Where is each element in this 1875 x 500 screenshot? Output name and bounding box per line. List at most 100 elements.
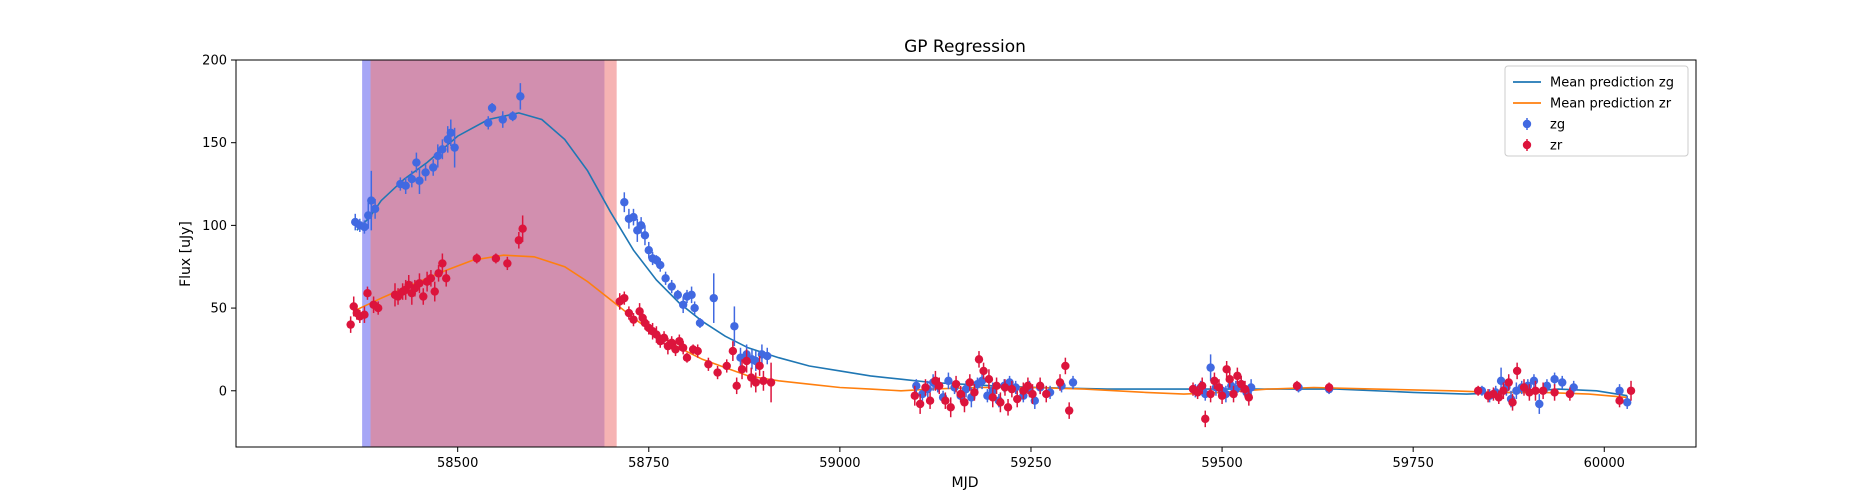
marker [415, 176, 424, 185]
point-zr-15 [415, 273, 424, 294]
point-zr-93 [1197, 377, 1207, 395]
marker [766, 378, 776, 387]
marker [1061, 361, 1070, 371]
marker [1217, 391, 1227, 400]
marker [1013, 394, 1022, 404]
marker [915, 399, 925, 409]
point-zg-41 [709, 273, 718, 323]
point-zr-50 [722, 359, 731, 373]
x-axis-label: MJD [952, 475, 979, 491]
marker [1615, 386, 1624, 395]
point-zg-36 [678, 296, 688, 314]
point-zr-65 [935, 377, 944, 395]
marker [1512, 366, 1522, 376]
marker [629, 212, 638, 222]
marker [1064, 406, 1074, 415]
marker [498, 115, 507, 124]
marker [910, 391, 919, 400]
point-zr-70 [960, 392, 969, 413]
point-zr-16 [419, 288, 428, 305]
marker [1623, 398, 1632, 407]
marker [360, 222, 369, 232]
point-zg-34 [667, 279, 676, 294]
point-zr-0 [346, 316, 355, 333]
marker [1210, 376, 1219, 386]
marker [438, 145, 447, 154]
marker [690, 303, 699, 313]
legend-item-mean-prediction-zr: Mean prediction zr [1513, 97, 1672, 112]
marker [346, 320, 355, 329]
marker [974, 355, 984, 364]
marker [1007, 384, 1017, 394]
marker [620, 198, 629, 207]
point-zr-120 [1550, 384, 1559, 401]
marker [640, 231, 650, 240]
point-zr-53 [737, 359, 747, 380]
point-zr-115 [1512, 362, 1522, 380]
marker [484, 118, 493, 128]
point-zr-68 [951, 375, 961, 393]
point-zr-122 [1615, 394, 1624, 408]
x-tick-label: 59250 [1010, 456, 1051, 471]
marker [722, 361, 731, 371]
point-zr-100 [1225, 370, 1234, 388]
marker [675, 336, 684, 346]
point-zr-48 [704, 357, 713, 371]
point-zg-42 [730, 306, 739, 347]
marker [730, 322, 739, 331]
point-zr-80 [1003, 399, 1013, 416]
marker [984, 374, 994, 384]
marker [965, 378, 975, 387]
marker [1042, 389, 1051, 399]
point-zg-103 [1569, 380, 1578, 395]
marker [946, 403, 955, 412]
marker [1068, 378, 1078, 387]
marker [1519, 383, 1529, 392]
shaded-regions [362, 60, 617, 447]
legend-item-zg: zg [1522, 118, 1565, 133]
marker [656, 260, 665, 270]
marker [430, 287, 439, 296]
point-zg-12 [429, 159, 438, 176]
marker [728, 346, 738, 356]
x-tick-label: 60000 [1584, 456, 1625, 471]
point-zr-111 [1494, 390, 1503, 404]
marker [1233, 371, 1242, 381]
marker [732, 381, 741, 391]
point-zr-58 [759, 370, 768, 391]
point-zg-13 [433, 144, 443, 168]
point-zg-28 [640, 225, 650, 246]
marker [1292, 381, 1302, 391]
marker [678, 300, 688, 309]
point-zg-20 [498, 111, 507, 128]
point-zr-119 [1538, 382, 1548, 400]
marker [438, 259, 447, 268]
marker [434, 269, 443, 278]
point-zg-74 [1068, 375, 1078, 390]
marker [433, 151, 443, 161]
point-zg-8 [407, 170, 417, 188]
point-zg-4 [367, 170, 376, 231]
marker [518, 224, 527, 233]
point-zr-85 [1028, 384, 1037, 404]
point-zr-95 [1206, 385, 1215, 403]
marker [687, 290, 696, 300]
point-zr-113 [1504, 374, 1513, 391]
point-zg-3 [364, 202, 373, 229]
marker [1035, 381, 1045, 391]
marker [935, 381, 944, 391]
point-zr-26 [514, 232, 524, 249]
x-tick-label: 58750 [628, 456, 669, 471]
point-zg-55 [944, 372, 953, 390]
point-zg-39 [690, 301, 699, 315]
point-zr-116 [1519, 379, 1529, 396]
marker [695, 318, 705, 328]
point-zr-98 [1217, 387, 1227, 404]
marker [925, 396, 935, 405]
point-zg-18 [484, 116, 493, 130]
point-zr-29 [620, 291, 629, 305]
point-zg-32 [656, 258, 665, 272]
point-zr-49 [713, 365, 722, 380]
point-zr-60 [910, 385, 919, 406]
legend-item-zr: zr [1522, 139, 1563, 154]
